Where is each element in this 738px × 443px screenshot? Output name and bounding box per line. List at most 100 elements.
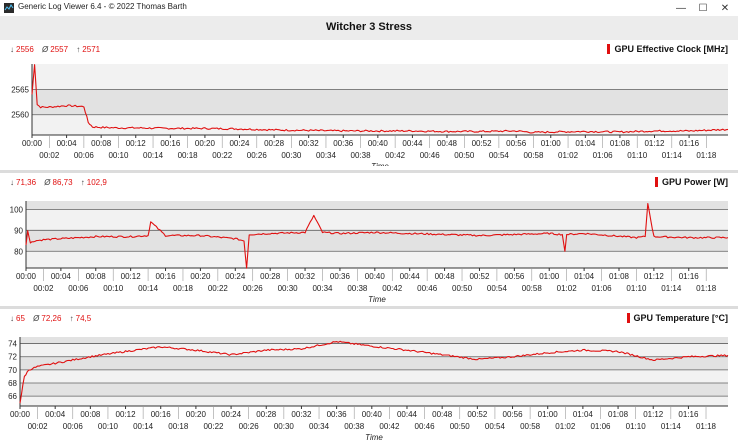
stat-avg-value: 86,73 — [52, 178, 73, 187]
chart-power: 80 90 100 00:00 00:04 00:08 00:12 00:16 00:20 00:… — [10, 201, 729, 303]
x-tick-label: 00:18 — [178, 151, 199, 160]
panel-separator — [0, 306, 738, 309]
x-tick-label: 00:42 — [382, 284, 403, 293]
x-tick-label: 00:10 — [103, 284, 124, 293]
x-tick-label: 01:00 — [538, 410, 559, 419]
chart-temperature: 66 68 70 72 74 00:00 00:04 00:08 00:12 00:16 00:20… — [8, 337, 729, 442]
x-tick-label: 01:10 — [626, 284, 647, 293]
chart-panel-power: ↓ 71,36 Ø 86,73 ↑ 102,9 GPU Power [W] 80 90 1… — [0, 173, 738, 306]
x-axis-label: Time — [368, 295, 386, 303]
x-tick-label: 01:18 — [696, 422, 717, 431]
stat-min: ↓ 65 — [10, 314, 25, 323]
minimize-icon: — — [676, 2, 686, 14]
plot-band — [20, 343, 728, 357]
close-button[interactable]: ✕ — [714, 0, 736, 16]
x-tick-label: 01:12 — [644, 272, 665, 281]
x-tick-label: 00:40 — [368, 139, 389, 148]
plot-band — [20, 383, 728, 397]
max-arrow-icon: ↑ — [69, 314, 74, 323]
x-tick-label: 01:14 — [661, 422, 682, 431]
plot-band — [26, 201, 728, 210]
x-tick-label: 00:26 — [243, 284, 264, 293]
x-tick-label: 00:22 — [203, 422, 224, 431]
minimize-button[interactable]: — — [670, 0, 692, 16]
x-tick-label: 00:56 — [504, 272, 525, 281]
y-tick-label: 90 — [14, 226, 23, 235]
x-tick-label: 00:48 — [432, 410, 453, 419]
x-axis-label: Time — [365, 433, 383, 442]
y-tick-label: 70 — [8, 366, 17, 375]
window-titlebar: Generic Log Viewer 6.4 - © 2022 Thomas B… — [0, 0, 738, 17]
y-tick-label: 66 — [8, 392, 17, 401]
x-tick-label: 00:32 — [299, 139, 320, 148]
y-tick-label: 72 — [8, 353, 17, 362]
x-tick-label: 00:22 — [212, 151, 233, 160]
x-tick-label: 00:30 — [281, 151, 302, 160]
x-tick-label: 00:40 — [365, 272, 386, 281]
x-tick-label: 01:02 — [558, 151, 579, 160]
x-tick-label: 01:18 — [696, 284, 717, 293]
x-tick-label: 00:04 — [51, 272, 72, 281]
plot-band — [20, 369, 728, 383]
x-tick-label: 01:02 — [555, 422, 576, 431]
stat-avg: Ø 72,26 — [33, 314, 61, 323]
x-tick-label: 00:54 — [485, 422, 506, 431]
chart-legend: GPU Power [W] — [654, 177, 728, 187]
x-tick-label: 01:00 — [539, 272, 560, 281]
x-tick-label: 01:12 — [643, 410, 664, 419]
x-tick-label: 00:08 — [91, 139, 112, 148]
x-tick-label: 00:54 — [487, 284, 508, 293]
x-tick-label: 00:50 — [450, 422, 471, 431]
x-tick-label: 01:12 — [644, 139, 665, 148]
maximize-button[interactable]: ☐ — [692, 0, 714, 16]
x-tick-label: 00:46 — [417, 284, 438, 293]
plot-band — [26, 209, 728, 231]
plot-band — [32, 64, 728, 90]
avg-symbol-icon: Ø — [42, 45, 49, 54]
x-tick-label: 00:50 — [454, 151, 475, 160]
max-arrow-icon: ↑ — [80, 178, 85, 187]
x-tick-label: 00:46 — [415, 422, 436, 431]
page-title: Witcher 3 Stress — [325, 21, 413, 33]
legend-label: GPU Temperature [°C] — [633, 313, 728, 323]
x-tick-label: 01:08 — [610, 139, 631, 148]
x-tick-label: 00:24 — [225, 272, 246, 281]
x-tick-label: 00:36 — [333, 139, 354, 148]
chart-legend: GPU Effective Clock [MHz] — [607, 44, 728, 54]
x-tick-label: 00:02 — [39, 151, 60, 160]
stat-max-value: 2571 — [82, 45, 101, 54]
x-tick-label: 00:34 — [309, 422, 330, 431]
chart-stats: ↓ 65 Ø 72,26 ↑ 74,5 — [10, 314, 97, 323]
x-tick-label: 00:10 — [98, 422, 119, 431]
x-tick-label: 01:04 — [574, 272, 595, 281]
x-tick-label: 00:52 — [472, 139, 493, 148]
plot-band — [20, 356, 728, 370]
x-tick-label: 00:12 — [126, 139, 147, 148]
plot-band — [20, 396, 728, 406]
avg-symbol-icon: Ø — [44, 178, 51, 187]
x-tick-label: 00:32 — [295, 272, 316, 281]
x-tick-label: 00:28 — [264, 139, 285, 148]
x-tick-label: 01:08 — [609, 272, 630, 281]
x-tick-label: 00:12 — [121, 272, 142, 281]
plot-band — [32, 114, 728, 135]
stat-max-value: 74,5 — [75, 314, 92, 323]
x-axis-label: Time — [371, 162, 389, 166]
x-tick-label: 00:38 — [344, 422, 365, 431]
x-tick-label: 00:22 — [208, 284, 229, 293]
x-tick-label: 00:44 — [397, 410, 418, 419]
stat-avg-value: 2557 — [50, 45, 69, 54]
min-arrow-icon: ↓ — [10, 314, 14, 323]
series-line — [25, 202, 729, 269]
plot-band — [32, 89, 728, 115]
legend-label: GPU Effective Clock [MHz] — [614, 44, 728, 54]
x-tick-label: 00:16 — [160, 139, 181, 148]
x-tick-label: 01:06 — [592, 284, 613, 293]
x-tick-label: 00:44 — [402, 139, 423, 148]
x-tick-label: 00:38 — [347, 284, 368, 293]
x-tick-label: 00:58 — [523, 151, 544, 160]
x-tick-label: 00:16 — [156, 272, 177, 281]
y-tick-label: 80 — [14, 247, 23, 256]
x-tick-label: 00:04 — [45, 410, 66, 419]
x-tick-label: 00:10 — [108, 151, 129, 160]
